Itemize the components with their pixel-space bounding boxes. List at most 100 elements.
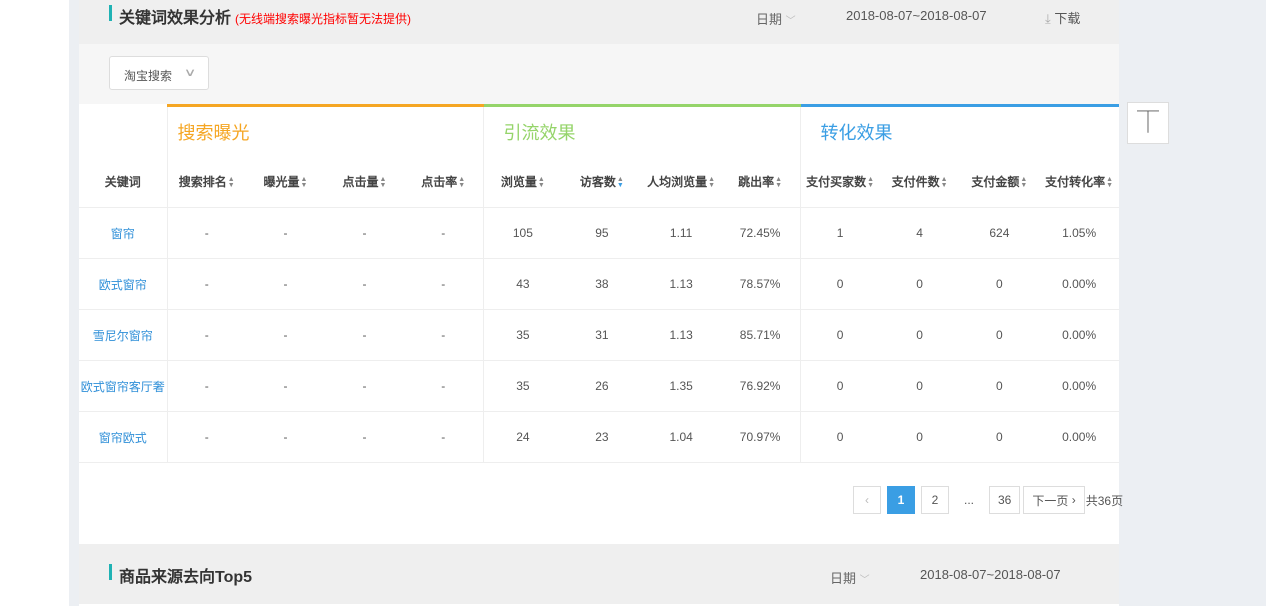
table-cell: 0: [959, 411, 1040, 463]
table-cell: 43: [482, 258, 563, 310]
column-header[interactable]: 跳出率▲ ▼: [720, 156, 800, 208]
column-header[interactable]: 支付转化率▲ ▼: [1039, 156, 1119, 208]
chevron-right-icon: ›: [1071, 493, 1076, 507]
section-title: 关键词效果分析 (无线端搜索曝光指标暂无法提供): [119, 4, 411, 28]
table-cell: -: [404, 258, 483, 310]
table-cell: -: [167, 411, 246, 463]
table-cell: -: [246, 207, 325, 259]
column-header-label: 访客数: [579, 175, 616, 190]
table-cell: -: [325, 309, 404, 361]
column-header-label: 支付件数: [891, 175, 940, 190]
column-header-label: 点击量: [342, 175, 379, 190]
back-to-top-button[interactable]: ⏉: [1127, 102, 1169, 144]
page-1-button[interactable]: 1: [887, 486, 915, 514]
table-cell: -: [325, 360, 404, 412]
table-cell: 624: [959, 207, 1040, 259]
keyword-link[interactable]: 欧式窗帘客厅奢: [79, 360, 168, 412]
page-36-button[interactable]: 36: [989, 486, 1021, 514]
table-cell: -: [404, 309, 483, 361]
table-cell: 26: [562, 360, 642, 412]
group-search-exposure: 搜索曝光: [167, 104, 483, 157]
column-header[interactable]: 支付金额▲ ▼: [959, 156, 1040, 208]
total-pages: 共36页: [1085, 493, 1124, 508]
group-traffic-effect: 引流效果: [482, 104, 800, 157]
table-cell: 31: [562, 309, 642, 361]
keyword-link[interactable]: 欧式窗帘: [79, 258, 168, 310]
table-cell: 0: [799, 258, 880, 310]
column-header[interactable]: 点击量▲ ▼: [325, 156, 404, 208]
date-range: 2018-08-07~2018-08-07: [920, 567, 1061, 582]
table-cell: -: [404, 411, 483, 463]
table-cell: 1.11: [641, 207, 721, 259]
table-cell: 35: [482, 360, 563, 412]
sort-icon[interactable]: ▲ ▼: [867, 176, 875, 190]
table-cell: 0: [879, 258, 960, 310]
next-page-button[interactable]: 下一页 ›: [1023, 486, 1085, 514]
table-cell: -: [246, 360, 325, 412]
download-icon: ⤓: [1045, 11, 1051, 26]
page-2-button[interactable]: 2: [921, 486, 949, 514]
table-cell: 24: [482, 411, 563, 463]
sort-icon[interactable]: ▲ ▼: [458, 176, 466, 190]
date-dropdown[interactable]: 日期 ﹀: [830, 568, 870, 587]
column-header-label: 支付买家数: [806, 175, 867, 190]
column-header[interactable]: 曝光量▲ ▼: [246, 156, 325, 208]
column-header[interactable]: 支付件数▲ ▼: [879, 156, 960, 208]
column-header[interactable]: 支付买家数▲ ▼: [799, 156, 880, 208]
table-cell: 1: [799, 207, 880, 259]
table-cell: -: [404, 207, 483, 259]
sort-icon[interactable]: ▲ ▼: [227, 176, 235, 190]
sort-icon[interactable]: ▲ ▼: [1106, 176, 1114, 190]
table-cell: 95: [562, 207, 642, 259]
keyword-link[interactable]: 雪尼尔窗帘: [79, 309, 168, 361]
table-cell: 0: [879, 309, 960, 361]
sort-icon[interactable]: ▲ ▼: [708, 176, 716, 190]
table-cell: 85.71%: [720, 309, 800, 361]
table-cell: 0: [879, 411, 960, 463]
sort-icon[interactable]: ▲ ▼: [537, 176, 545, 190]
sort-icon[interactable]: ▲ ▼: [379, 176, 387, 190]
title-accent-bar: [109, 564, 112, 580]
table-row: 窗帘欧式 - - - -24 23 1.04 70.97% 0 0 0 0.00%: [79, 411, 1119, 463]
table-cell: -: [325, 207, 404, 259]
section-note: (无线端搜索曝光指标暂无法提供): [235, 12, 412, 26]
table-cell: -: [167, 258, 246, 310]
column-header-label: 跳出率: [738, 175, 775, 190]
keyword-link[interactable]: 窗帘: [79, 207, 168, 259]
prev-page-button[interactable]: ‹: [853, 486, 881, 514]
date-label: 日期: [756, 12, 783, 27]
table-cell: 0.00%: [1039, 360, 1119, 412]
sort-icon[interactable]: ▲ ▼: [300, 176, 308, 190]
table-cell: 1.13: [641, 258, 721, 310]
table-cell: 23: [562, 411, 642, 463]
source-select[interactable]: 淘宝搜索 ∨: [109, 56, 209, 90]
column-header[interactable]: 搜索排名▲ ▼: [167, 156, 246, 208]
table-cell: -: [404, 360, 483, 412]
table-cell: 72.45%: [720, 207, 800, 259]
table-cell: 38: [562, 258, 642, 310]
table-cell: 1.04: [641, 411, 721, 463]
table-row: 欧式窗帘 - - - -43 38 1.13 78.57% 0 0 0 0.00%: [79, 258, 1119, 310]
sort-icon[interactable]: ▲ ▼: [616, 176, 624, 190]
group-conversion-effect: 转化效果: [799, 104, 1119, 157]
column-header[interactable]: 点击率▲ ▼: [404, 156, 483, 208]
column-header-label: 点击率: [421, 175, 458, 190]
table-cell: 1.35: [641, 360, 721, 412]
table-cell: 0: [799, 360, 880, 412]
sort-icon[interactable]: ▲ ▼: [775, 176, 783, 190]
sort-icon[interactable]: ▲ ▼: [1020, 176, 1028, 190]
column-header[interactable]: 人均浏览量▲ ▼: [641, 156, 721, 208]
column-header[interactable]: 浏览量▲ ▼: [482, 156, 563, 208]
sort-icon[interactable]: ▲ ▼: [940, 176, 948, 190]
download-button[interactable]: ⤓ 下载: [1045, 8, 1080, 27]
column-header[interactable]: 访客数▲ ▼: [562, 156, 642, 208]
table-cell: 0: [879, 360, 960, 412]
keyword-link[interactable]: 窗帘欧式: [79, 411, 168, 463]
date-range: 2018-08-07~2018-08-07: [846, 8, 987, 23]
date-dropdown[interactable]: 日期 ﹀: [756, 9, 796, 28]
column-header-label: 支付转化率: [1045, 175, 1106, 190]
group-header-row: 搜索曝光 引流效果 转化效果: [79, 104, 1119, 157]
table-cell: -: [167, 360, 246, 412]
table-cell: -: [246, 411, 325, 463]
table-cell: -: [246, 258, 325, 310]
